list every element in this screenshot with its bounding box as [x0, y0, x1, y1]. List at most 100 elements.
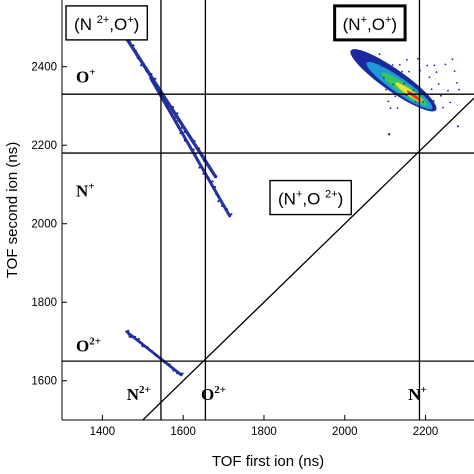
island-speckle	[408, 70, 410, 73]
island-speckle	[387, 100, 390, 103]
channel-box-label: (N+,O+)	[343, 14, 397, 34]
stray-count	[456, 125, 459, 128]
trace-speckle	[151, 78, 154, 81]
x-tick-label: 1600	[170, 426, 196, 438]
trace-speckle	[198, 147, 201, 150]
island-speckle	[396, 107, 399, 109]
axes: 1400 1600 1800 2000 2200 1600 1800 2000 2200 2400	[31, 0, 474, 438]
trace-speckle	[176, 112, 179, 115]
trace-speckle	[202, 159, 205, 162]
y-ion-label: N+	[76, 180, 95, 200]
channel-box-3: (N+,O 2+)	[269, 179, 353, 216]
island-speckle	[435, 71, 438, 74]
diagonal-line	[141, 97, 474, 420]
trace-speckle	[171, 106, 175, 109]
channel-box-label: (N 2+,O+)	[74, 14, 139, 34]
x-ion-label: O2+	[201, 384, 226, 404]
y-axis-title: TOF second ion (ns)	[4, 142, 21, 278]
channel-box-frame	[333, 4, 407, 42]
trace-speckle	[130, 335, 133, 338]
island-speckle	[430, 88, 433, 90]
island-speckle	[394, 95, 397, 98]
island-speckle	[414, 101, 417, 103]
trace-speckle	[170, 112, 173, 115]
x-tick-label: 2200	[413, 426, 439, 438]
island-speckle	[458, 88, 460, 91]
trace-speckle	[127, 329, 130, 332]
island-speckle	[426, 64, 429, 67]
trace-speckle	[137, 337, 140, 341]
trace-speckle	[179, 132, 182, 135]
trace-speckle	[183, 139, 186, 142]
island-speckle	[447, 89, 449, 92]
trace-speckle	[175, 120, 178, 123]
trace-speckle	[154, 77, 157, 80]
island-speckle	[424, 107, 426, 110]
trace-speckle	[127, 333, 131, 336]
trace-speckle	[209, 168, 212, 171]
island-speckle	[392, 83, 395, 86]
trace-speckle	[169, 365, 172, 368]
island-speckle	[440, 94, 442, 97]
island-speckle	[389, 107, 392, 110]
trace-speckle	[200, 154, 204, 157]
trace-speckle	[166, 101, 169, 105]
trace-speckle	[202, 172, 205, 175]
trace-speckle	[179, 372, 182, 375]
trace-speckle	[136, 56, 139, 60]
trace-speckle	[133, 335, 137, 338]
y-ion-label: O+	[76, 67, 96, 87]
trace-speckle	[230, 213, 233, 216]
island-speckle	[437, 83, 440, 85]
trace-speckle	[132, 44, 135, 47]
island-speckle	[433, 64, 436, 67]
island-speckle	[380, 65, 383, 67]
island-peak	[406, 90, 422, 102]
trace-speckle	[128, 40, 131, 43]
island-speckle	[455, 82, 458, 84]
x-tick-label: 1400	[90, 426, 116, 438]
channel-box-label: (N+,O 2+)	[278, 189, 343, 209]
island-speckle	[449, 101, 452, 104]
intensity-island	[350, 49, 437, 112]
channel-box-1: (N 2+,O+)	[65, 5, 149, 41]
trace-speckle	[140, 341, 143, 344]
x-ion-label: N+	[408, 384, 427, 404]
trace-speckle	[178, 119, 181, 122]
trace-speckle	[156, 88, 159, 91]
trace-speckle	[145, 69, 148, 72]
annotations: O+ N+ O2+ N2+ O2+ N+ (N 2+,O+) (N+,O+) (N+,O 2+)	[65, 4, 427, 404]
trace-speckle	[213, 185, 217, 189]
island-speckle	[401, 70, 403, 73]
island-speckle	[385, 88, 387, 91]
island-speckle	[444, 63, 447, 66]
trace-speckle	[217, 200, 220, 203]
island-speckle	[378, 53, 381, 56]
y-tick-label: 2400	[31, 62, 57, 74]
y-tick-label: 2200	[31, 140, 57, 152]
trace-speckle	[181, 372, 184, 375]
island-speckle	[419, 89, 422, 91]
trace-speckle	[211, 180, 214, 183]
y-tick-label: 1800	[31, 297, 57, 309]
island-speckle	[406, 58, 408, 61]
trace-speckle	[215, 193, 218, 196]
trace-speckle	[214, 175, 218, 178]
y-tick-label: 2000	[31, 219, 57, 231]
y-tick-label: 1600	[31, 376, 57, 388]
y-ion-label: O2+	[76, 335, 101, 355]
island-speckle	[421, 101, 424, 103]
island-speckle	[383, 76, 385, 79]
trace-speckle	[176, 372, 179, 375]
channel-box-frame	[269, 179, 353, 216]
island-speckle	[391, 64, 394, 66]
island-speckle	[398, 64, 401, 66]
trace-speckle	[140, 64, 143, 67]
trace-speckle	[150, 73, 153, 76]
stray-count	[387, 133, 391, 136]
trace-speckle	[173, 116, 176, 119]
trace-speckle	[207, 176, 210, 179]
trace-speckle	[176, 125, 180, 128]
